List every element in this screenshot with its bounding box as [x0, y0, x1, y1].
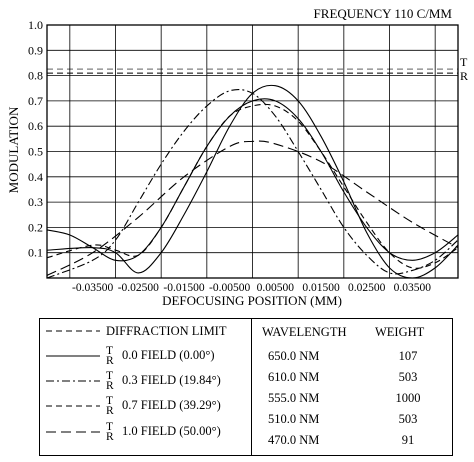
legend-swatches	[46, 330, 100, 433]
y-tick-label: 1.0	[28, 18, 43, 32]
weight-cell: 503	[398, 370, 418, 384]
chart-title: FREQUENCY 110 C/MM	[314, 6, 453, 21]
series-line-4	[46, 140, 459, 276]
x-tick-label: 0.00500	[257, 282, 295, 294]
legend-label: DIFFRACTION LIMIT	[106, 323, 227, 338]
x-axis-label: DEFOCUSING POSITION (MM)	[162, 293, 342, 308]
series-line-0	[46, 84, 459, 279]
tick-labels: 0.1 0.2 0.3 0.4 0.5 0.6 0.7 0.8 0.9 1.0 -0.03500 -0…	[28, 18, 431, 294]
y-tick-label: 0.2	[28, 220, 43, 234]
y-tick-label: 0.8	[28, 69, 43, 83]
x-tick-label: -0.03500	[72, 282, 113, 294]
y-tick-label: 0.6	[28, 119, 43, 133]
x-tick-label: 0.03500	[394, 282, 432, 294]
x-tick-label: -0.01500	[163, 282, 204, 294]
legend-t: T	[106, 395, 114, 407]
wavelength-cell: 470.0 NM	[268, 433, 320, 447]
legend-t: T	[106, 370, 114, 382]
y-tick-label: 0.3	[28, 195, 43, 209]
y-tick-label: 0.5	[28, 145, 43, 159]
legend-label: 0.7 FIELD (39.29°)	[122, 398, 221, 412]
legend-divider	[251, 319, 252, 455]
weight-cell: 503	[398, 412, 418, 426]
y-tick-label: 0.7	[28, 94, 43, 108]
weight-cell: 107	[398, 349, 418, 363]
chart-svg: FREQUENCY 110 C/MM MODULATION DEFOCUSING…	[6, 6, 468, 308]
x-tick-label: -0.00500	[209, 282, 250, 294]
series-line-2	[46, 88, 459, 279]
legend-label: 1.0 FIELD (50.00°)	[122, 424, 221, 438]
legend-r: R	[106, 355, 114, 367]
y-tick-label: 0.9	[28, 43, 43, 57]
series-line-1	[46, 98, 459, 262]
wavelength-cell: 555.0 NM	[268, 391, 320, 405]
y-tick-label: 0.4	[28, 170, 43, 184]
series-line-3	[46, 103, 459, 269]
weight-header: WEIGHT	[375, 325, 425, 339]
weight-cell: 91	[401, 433, 415, 447]
legend-box: DIFFRACTION LIMIT T R 0.0 FIELD (0.00°) …	[39, 318, 453, 456]
legend-r: R	[106, 405, 114, 417]
side-label-r: R	[460, 69, 468, 83]
wavelength-header: WAVELENGTH	[262, 325, 347, 339]
wavelength-cell: 610.0 NM	[268, 370, 320, 384]
wavelength-cell: 510.0 NM	[268, 412, 320, 426]
legend-r: R	[106, 431, 114, 443]
x-tick-label: -0.02500	[118, 282, 159, 294]
legend-label: 0.3 FIELD (19.84°)	[122, 373, 221, 387]
weight-cell: 1000	[395, 391, 421, 405]
side-label-t: T	[460, 55, 468, 69]
legend-r: R	[106, 380, 114, 392]
y-tick-label: 0.1	[28, 246, 43, 260]
legend-label: 0.0 FIELD (0.00°)	[122, 348, 215, 362]
wavelength-cell: 650.0 NM	[268, 349, 320, 363]
grid	[46, 24, 459, 279]
legend-t: T	[106, 345, 114, 357]
y-axis-label: MODULATION	[6, 106, 21, 193]
series-lines	[46, 68, 459, 279]
x-tick-label: 0.02500	[348, 282, 386, 294]
x-tick-label: 0.01500	[302, 282, 340, 294]
legend-t: T	[106, 421, 114, 433]
